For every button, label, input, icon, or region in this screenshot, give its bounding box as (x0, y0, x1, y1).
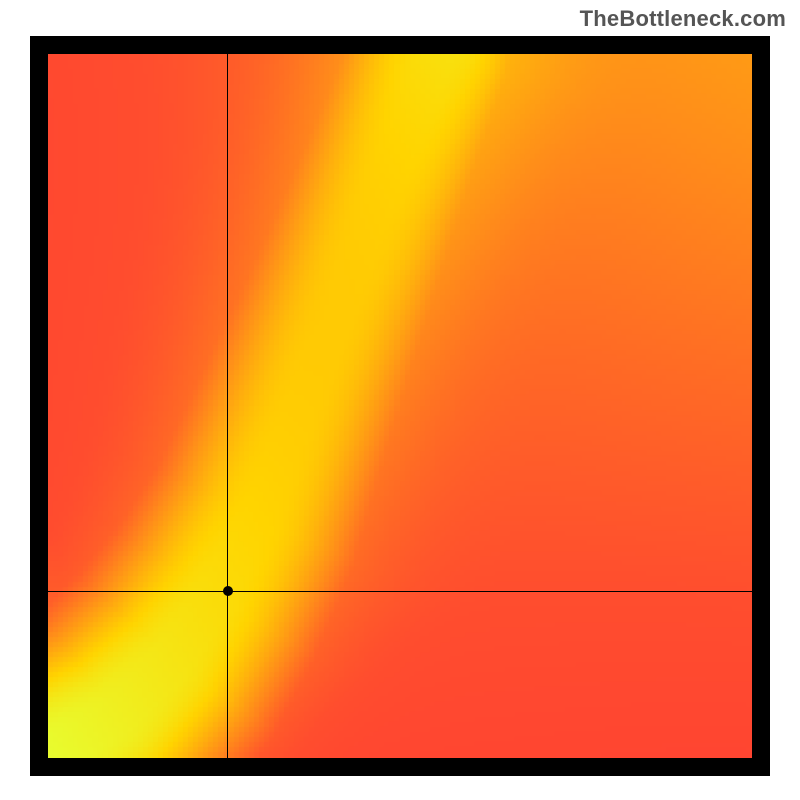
crosshair-vertical (227, 54, 228, 758)
watermark-text: TheBottleneck.com (580, 6, 786, 32)
crosshair-marker (223, 586, 233, 596)
heatmap-canvas (48, 54, 752, 758)
crosshair-horizontal (48, 591, 752, 592)
figure-container: TheBottleneck.com (0, 0, 800, 800)
